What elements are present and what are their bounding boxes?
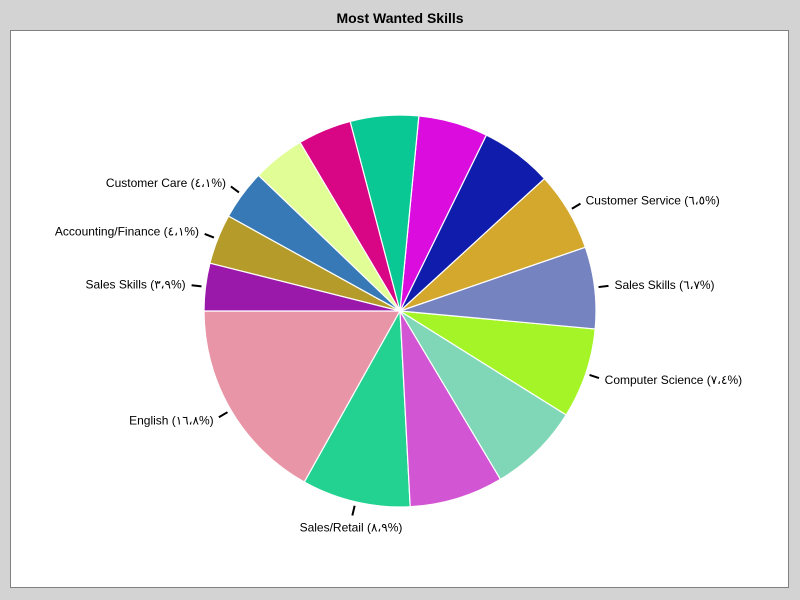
label-leader-0 [218, 411, 228, 419]
label-leader-14 [191, 284, 202, 288]
pie-slice-1 [303, 308, 411, 508]
slice-label-0: English (١٦،٨%) [129, 413, 214, 427]
pie-slice-2 [399, 310, 502, 508]
label-leader-1 [351, 505, 356, 516]
slice-label-1: Sales/Retail (٨،٩%) [300, 520, 403, 534]
label-leader-12 [230, 185, 240, 194]
label-leader-6 [571, 202, 581, 210]
slice-label-5: Sales Skills (٦،٧%) [614, 278, 714, 292]
slice-label-6: Customer Service (٦،٥%) [586, 194, 720, 208]
label-leader-13 [204, 233, 215, 239]
slice-label-14: Sales Skills (٣،٩%) [86, 277, 186, 291]
pie-slice-14 [203, 262, 401, 312]
label-leader-5 [598, 284, 609, 289]
pie-labels: English (١٦،٨%) Sales/Retail (٨،٩%) Comput… [55, 176, 742, 534]
slice-label-12: Customer Care (٤،١%) [106, 176, 226, 190]
slice-label-4: Computer Science (٧،٤%) [605, 373, 742, 387]
pie-slices [203, 114, 597, 508]
label-leader-4 [589, 373, 600, 380]
slice-label-13: Accounting/Finance (٤،١%) [55, 225, 199, 239]
chart-title: Most Wanted Skills [336, 10, 464, 26]
pie-slice-0 [203, 310, 402, 483]
